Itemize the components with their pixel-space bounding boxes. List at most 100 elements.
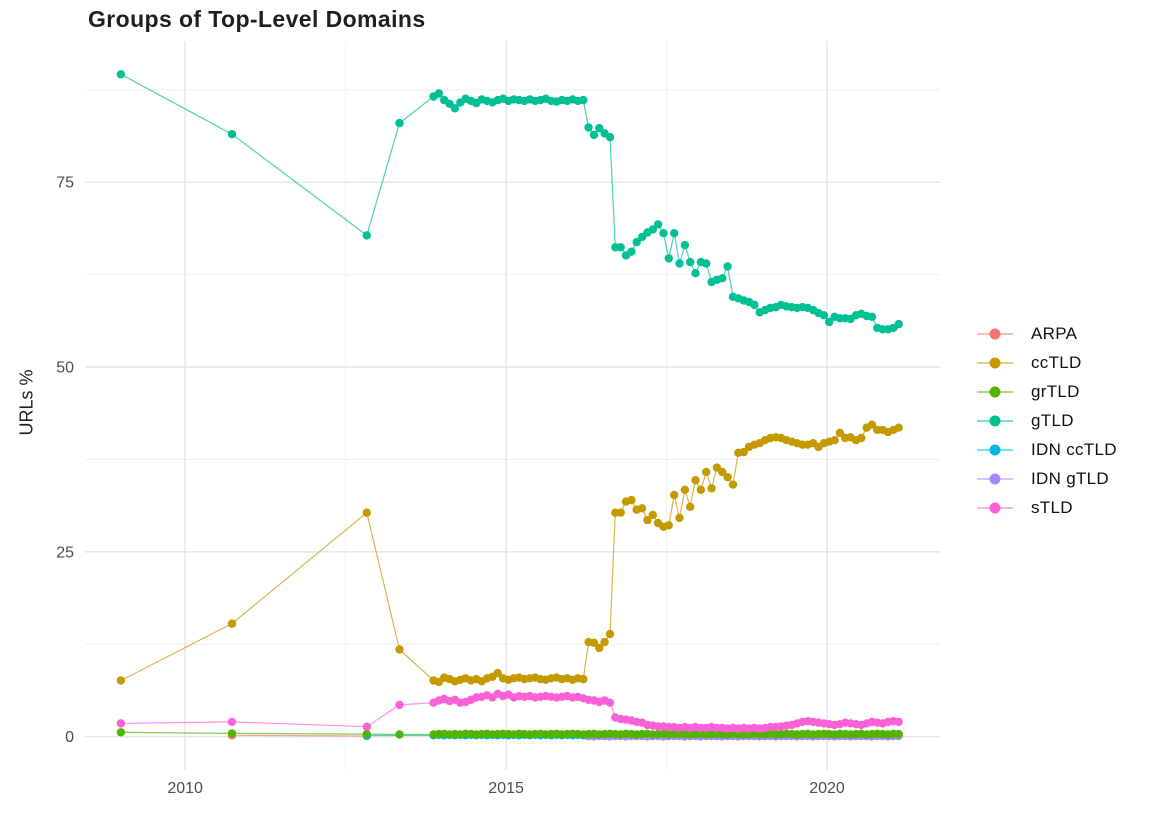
- data-point: [595, 124, 604, 133]
- data-point: [627, 495, 636, 505]
- data-point: [116, 676, 126, 685]
- data-point: [702, 467, 711, 477]
- data-point: [395, 730, 404, 739]
- legend-label: grTLD: [1031, 381, 1080, 401]
- data-point: [493, 668, 502, 678]
- data-point: [739, 447, 748, 457]
- legend-key-icon: [977, 502, 1013, 513]
- data-point: [648, 225, 657, 234]
- data-point: [670, 229, 679, 238]
- legend: ARPA ccTLD grTLD gTLD IDN ccTLD IDN gTLD sTLD: [975, 319, 1117, 522]
- data-point: [680, 240, 690, 250]
- data-point: [616, 243, 625, 252]
- chart-title: Groups of Top-Level Domains: [88, 6, 426, 32]
- data-point: [675, 259, 684, 268]
- data-point: [616, 508, 625, 517]
- data-point: [362, 231, 371, 240]
- data-point: [643, 515, 652, 525]
- y-tick-label: 75: [56, 175, 74, 192]
- data-point: [691, 269, 700, 278]
- data-point: [116, 728, 126, 737]
- y-tick-label: 50: [56, 360, 74, 377]
- data-point: [637, 504, 647, 513]
- data-point: [664, 521, 673, 530]
- legend-label: ARPA: [1031, 323, 1078, 343]
- series-arpa: [227, 731, 371, 741]
- data-point: [707, 484, 716, 493]
- legend-item-gtld: gTLD: [975, 406, 1117, 435]
- x-tick-label: 2015: [488, 780, 524, 797]
- legend-label: IDN ccTLD: [1031, 439, 1117, 459]
- data-point: [605, 132, 615, 142]
- data-point: [664, 254, 673, 263]
- data-point: [867, 312, 877, 321]
- data-point: [605, 629, 615, 639]
- data-point: [653, 220, 663, 229]
- series-line: [120, 423, 899, 683]
- data-point: [894, 423, 903, 432]
- data-point: [362, 722, 371, 731]
- data-point: [723, 262, 732, 271]
- legend-item-arpa: ARPA: [975, 319, 1117, 348]
- series-gtld: [116, 70, 903, 334]
- legend-item-idn-gtld: IDN gTLD: [975, 464, 1117, 493]
- legend-item-stld: sTLD: [975, 493, 1117, 522]
- data-point: [395, 118, 404, 128]
- data-point: [867, 420, 877, 429]
- legend-label: ccTLD: [1031, 352, 1082, 372]
- data-point: [579, 95, 588, 105]
- data-point: [362, 729, 371, 739]
- data-point: [670, 490, 679, 500]
- data-point: [675, 513, 684, 523]
- series-line: [231, 734, 367, 737]
- data-point: [434, 89, 444, 98]
- data-point: [857, 433, 866, 443]
- data-point: [595, 643, 604, 653]
- data-point: [627, 247, 636, 256]
- data-point: [750, 300, 759, 310]
- legend-label: gTLD: [1031, 410, 1074, 430]
- series-line: [120, 73, 900, 330]
- data-point: [584, 123, 593, 132]
- data-point: [227, 619, 237, 628]
- data-point: [728, 480, 738, 489]
- y-tick-label: 25: [56, 544, 74, 561]
- data-point: [723, 473, 732, 482]
- legend-item-idn-cctld: IDN ccTLD: [975, 435, 1117, 464]
- data-point: [819, 311, 829, 320]
- data-point: [691, 476, 700, 485]
- x-tick-label: 2010: [167, 780, 203, 797]
- data-point: [589, 130, 599, 140]
- data-point: [450, 104, 460, 113]
- data-point: [718, 274, 727, 283]
- data-point: [395, 700, 404, 710]
- data-point: [227, 717, 237, 727]
- data-point: [227, 130, 237, 139]
- data-point: [116, 70, 126, 79]
- legend-item-grtld: grTLD: [975, 377, 1117, 406]
- data-point: [894, 729, 903, 739]
- legend-key-icon: [977, 386, 1013, 397]
- data-point: [702, 259, 711, 268]
- data-point: [579, 674, 588, 684]
- data-point: [632, 237, 641, 247]
- series-stld: [116, 689, 903, 733]
- legend-key-icon: [977, 444, 1013, 455]
- data-point: [680, 485, 690, 494]
- data-point: [686, 502, 695, 511]
- x-tick-label: 2020: [809, 780, 845, 797]
- data-point: [648, 510, 657, 520]
- data-point: [894, 320, 903, 329]
- data-point: [395, 645, 404, 654]
- data-point: [589, 638, 599, 647]
- data-point: [825, 317, 834, 327]
- legend-key-icon: [977, 357, 1013, 368]
- legend-label: sTLD: [1031, 497, 1073, 517]
- legend-label: IDN gTLD: [1031, 468, 1109, 488]
- data-point: [362, 508, 371, 517]
- data-point: [718, 467, 727, 477]
- series-grtld: [116, 728, 903, 739]
- series-cctld: [116, 420, 903, 687]
- data-point: [696, 485, 706, 494]
